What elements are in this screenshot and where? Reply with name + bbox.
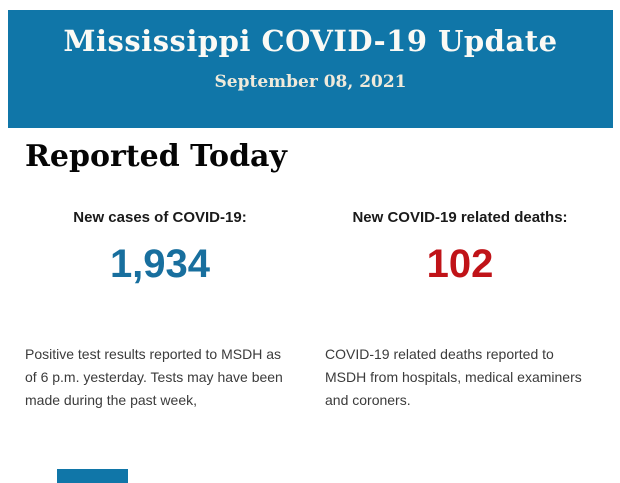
- stat-new-deaths: New COVID-19 related deaths: 102 COVID-1…: [325, 208, 595, 412]
- newsletter-title: Mississippi COVID-19 Update: [63, 24, 558, 58]
- new-deaths-description: COVID-19 related deaths reported to MSDH…: [325, 346, 582, 408]
- section-heading-reported-today: Reported Today: [25, 139, 287, 174]
- new-cases-label: New cases of COVID-19:: [73, 209, 247, 226]
- next-section-partial-bar: [57, 469, 128, 483]
- header-banner: Mississippi COVID-19 Update September 08…: [8, 10, 613, 128]
- new-deaths-value: 102: [426, 242, 494, 286]
- new-deaths-label: New COVID-19 related deaths:: [352, 209, 568, 226]
- new-cases-description: Positive test results reported to MSDH a…: [25, 346, 283, 408]
- main-content: Reported Today New cases of COVID-19: 1,…: [25, 138, 595, 412]
- stats-row: New cases of COVID-19: 1,934 Positive te…: [25, 208, 595, 412]
- stat-new-cases: New cases of COVID-19: 1,934 Positive te…: [25, 208, 295, 412]
- newsletter-date: September 08, 2021: [214, 72, 407, 92]
- new-cases-value: 1,934: [109, 242, 211, 286]
